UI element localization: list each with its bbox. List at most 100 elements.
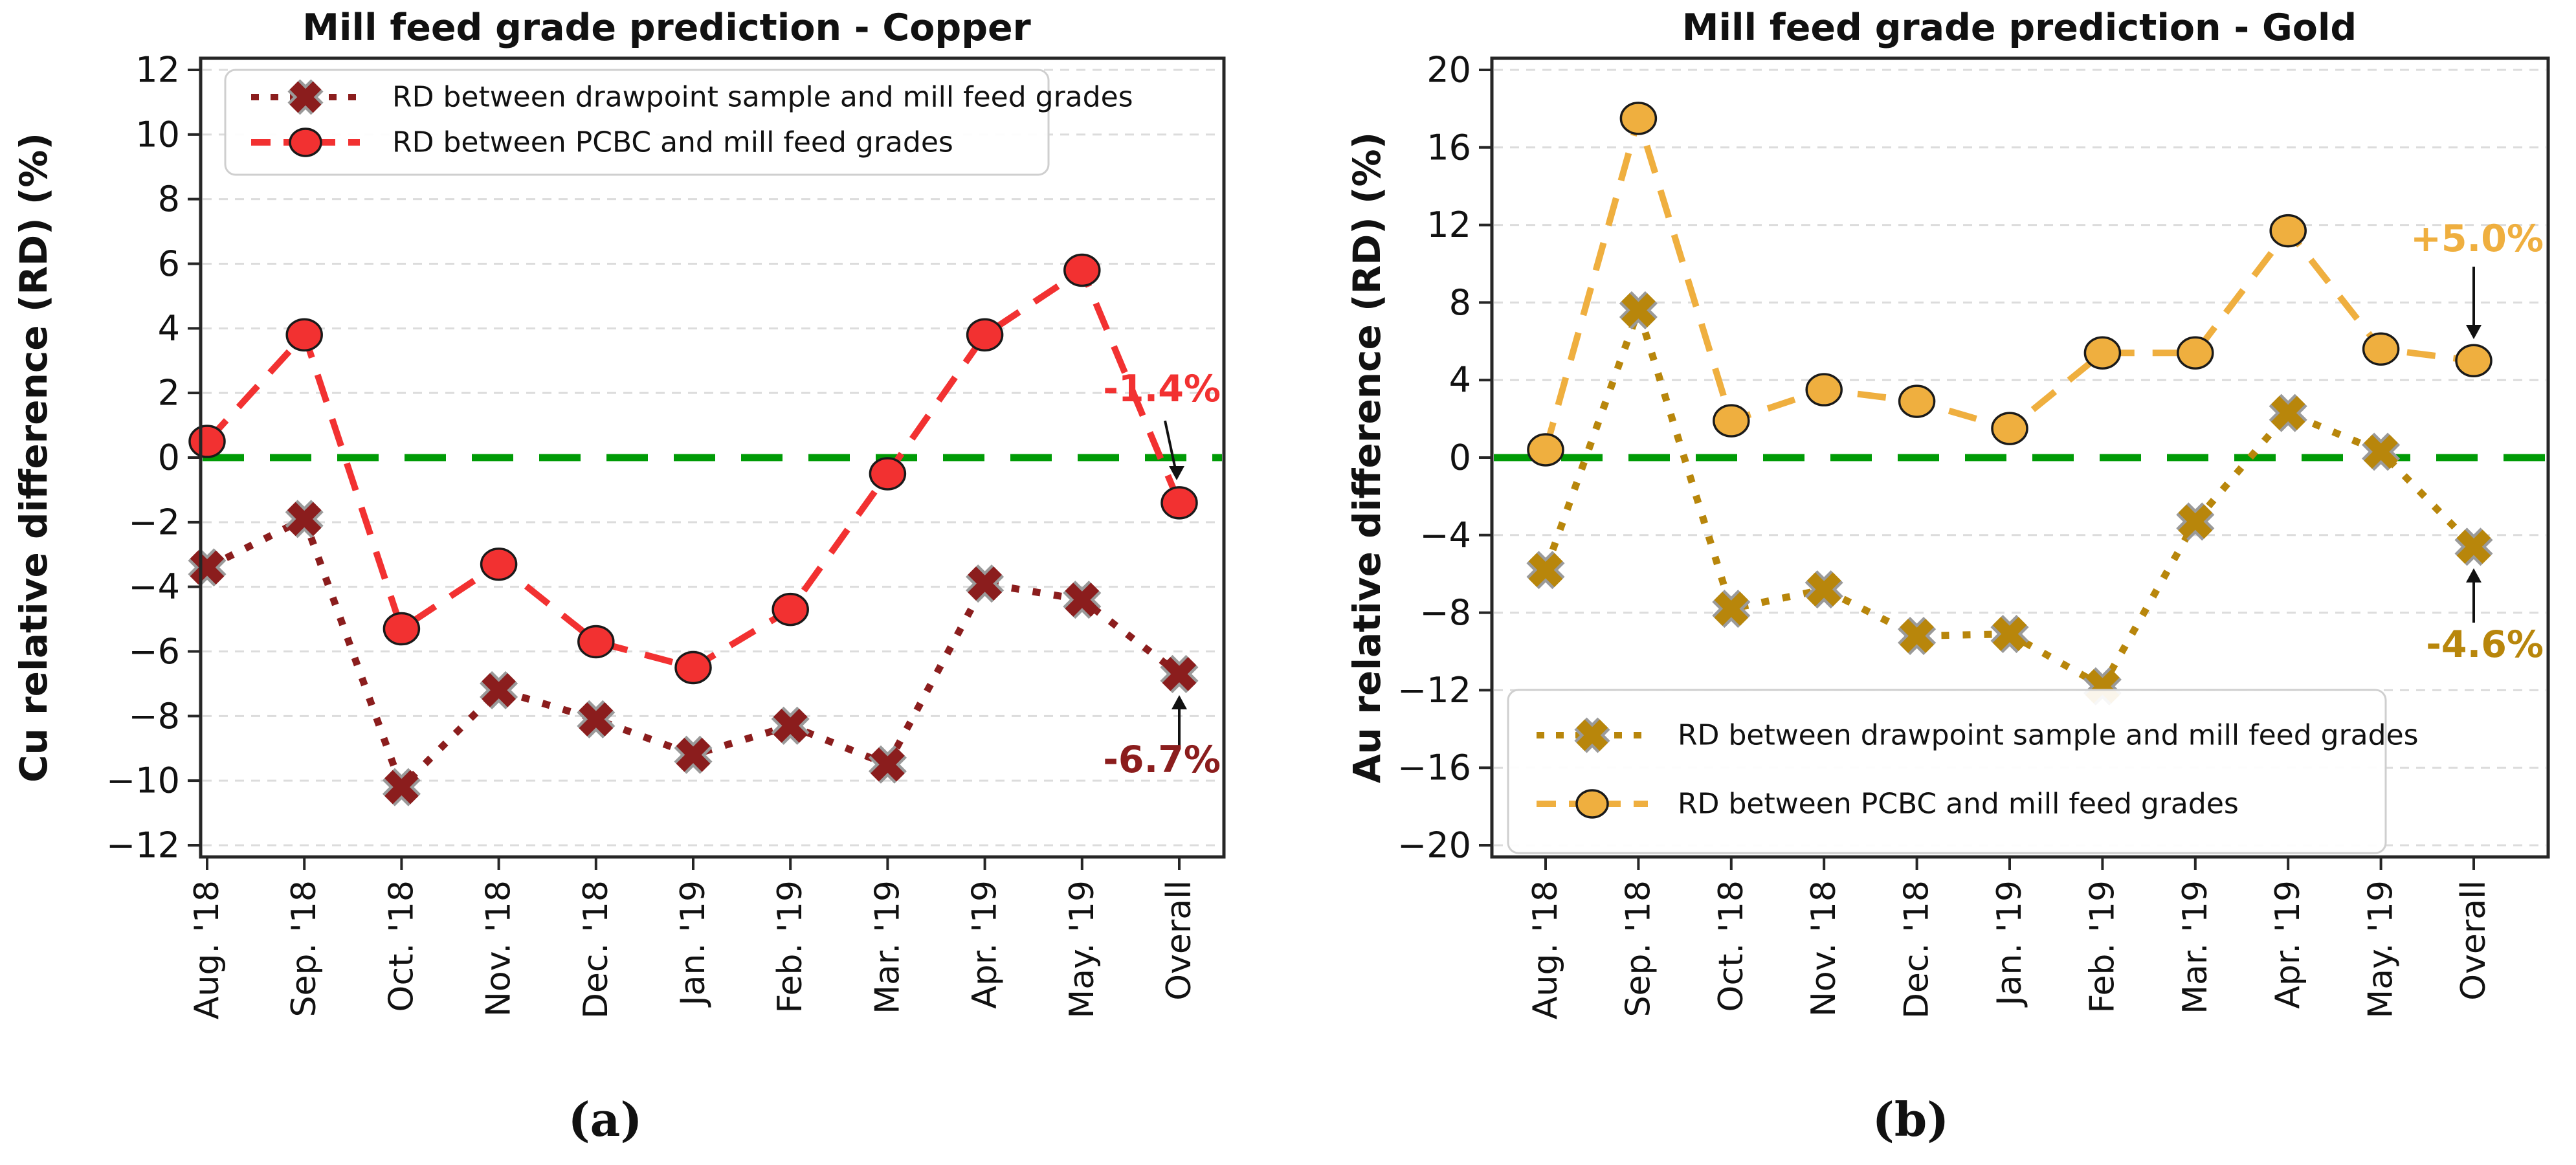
gold-x-tick-label: Mar. '19	[2176, 880, 2215, 1014]
copper-annotation-value-label: -6.7%	[1103, 738, 1221, 781]
gold-pcbc-marker	[2177, 336, 2214, 370]
gold-x-tick-label: Sep. '18	[1619, 880, 1658, 1017]
copper-pcbc-marker	[966, 318, 1004, 352]
copper-y-tick-label: 4	[158, 308, 180, 349]
gold-drawpoint-marker	[1621, 293, 1656, 327]
copper-pcbc-marker	[674, 650, 712, 685]
gold-y-tick-label: −16	[1397, 748, 1471, 788]
gold-y-tick-label: 16	[1427, 127, 1471, 168]
gold-y-tick-label: 4	[1449, 360, 1471, 401]
gold-x-tick-label: May. '19	[2362, 880, 2401, 1019]
gold-drawpoint-marker	[1806, 572, 1841, 607]
copper-legend-box	[224, 69, 1050, 176]
copper-y-tick-label: 0	[158, 438, 180, 478]
copper-y-axis-label: Cu relative difference (RD) (%)	[12, 133, 56, 782]
gold-pcbc-marker	[1527, 433, 1564, 467]
gold-pcbc-marker	[1805, 373, 1843, 406]
copper-pcbc-line	[205, 267, 1183, 671]
gold-y-tick-label: 0	[1449, 438, 1471, 478]
copper-y-tick-label: −12	[106, 825, 180, 866]
copper-drawpoint-marker	[190, 550, 225, 585]
copper-annotation-arrow-line	[1164, 420, 1177, 469]
copper-drawpoint-marker	[482, 673, 516, 707]
gold-annotation-value-label: -4.6%	[2426, 623, 2544, 666]
gold-y-tick-label: 8	[1449, 282, 1471, 323]
gold-x-axis: Aug. '18 Sep. '18 Oct. '18 Nov. '18 Dec. '18…	[1526, 857, 2493, 1019]
gold-annotation-pcbc: +5.0%	[2410, 217, 2544, 339]
gold-y-tick-label: 12	[1427, 205, 1471, 245]
gold-y-tick-label: −12	[1397, 670, 1471, 711]
gold-pcbc-marker	[2083, 336, 2122, 370]
gold-drawpoint-marker	[1992, 617, 2027, 651]
gold-pcbc-marker	[1619, 102, 1658, 135]
gold-drawpoint-marker	[1528, 553, 1563, 588]
copper-y-tick-label: −10	[106, 760, 180, 801]
gold-pcbc-marker	[2455, 344, 2493, 377]
gold-y-axis: 20 16 12 8 4 0 −4 −8 −12 −16 −20	[1397, 50, 1492, 866]
copper-drawpoint-marker	[773, 708, 808, 743]
copper-pcbc-markers	[188, 253, 1198, 685]
gold-x-tick-label: Jan. '19	[1990, 880, 2029, 1008]
copper-annotation-pcbc: -1.4%	[1103, 368, 1221, 480]
copper-drawpoint-marker	[579, 702, 614, 737]
copper-pcbc-marker	[285, 318, 323, 352]
copper-x-tick-label: May. '19	[1063, 880, 1102, 1019]
copper-y-tick-label: −6	[128, 631, 180, 672]
copper-y-tick-label: 12	[135, 50, 180, 91]
copper-annotation-value-label: -1.4%	[1103, 368, 1221, 410]
gold-pcbc-marker	[1991, 412, 2028, 445]
gold-x-tick-label: Oct. '18	[1712, 880, 1751, 1012]
copper-annotation-arrowhead	[1169, 466, 1184, 480]
copper-legend-drawpoint-label: RD between drawpoint sample and mill fee…	[392, 81, 1133, 114]
copper-x-tick-label: Jan. '19	[674, 880, 713, 1008]
gold-pcbc-markers	[1527, 102, 2493, 467]
copper-drawpoint-markers	[188, 500, 1199, 806]
gold-annotation-value-label: +5.0%	[2410, 217, 2544, 260]
copper-drawpoint-marker	[384, 770, 419, 804]
copper-y-tick-label: −4	[128, 566, 180, 607]
copper-drawpoint-marker	[968, 566, 1002, 601]
gold-subfigure-caption: (b)	[1872, 1092, 1949, 1147]
gold-legend-drawpoint-label: RD between drawpoint sample and mill fee…	[1678, 719, 2419, 752]
copper-drawpoint-marker	[1065, 582, 1100, 617]
copper-pcbc-marker	[577, 625, 615, 659]
gold-pcbc-marker	[1898, 384, 1936, 418]
copper-drawpoint-marker	[287, 502, 322, 537]
copper-x-tick-label: Mar. '19	[868, 880, 907, 1014]
gold-x-tick-label: Dec. '18	[1898, 880, 1937, 1019]
gold-annotation-arrowhead	[2466, 325, 2482, 339]
gold-annotation-drawpoint: -4.6%	[2426, 568, 2544, 666]
gold-drawpoint-marker	[1714, 592, 1749, 626]
gold-x-tick-label: Nov. '18	[1804, 880, 1843, 1017]
copper-pcbc-marker	[1063, 253, 1101, 287]
copper-pcbc-marker	[1160, 486, 1198, 520]
copper-pcbc-marker	[188, 425, 226, 458]
copper-annotation-drawpoint: -6.7%	[1103, 695, 1221, 781]
gold-y-axis-label: Au relative difference (RD) (%)	[1345, 132, 1389, 783]
gold-drawpoint-marker	[2364, 434, 2398, 469]
copper-x-tick-label: Apr. '19	[966, 880, 1005, 1009]
gold-y-tick-label: 20	[1427, 50, 1471, 91]
copper-x-tick-label: Sep. '18	[285, 880, 324, 1017]
gold-drawpoint-marker	[2456, 529, 2491, 564]
gold-pcbc-marker	[1713, 404, 1750, 438]
copper-legend-pcbc-marker	[289, 128, 322, 157]
gold-chart-title: Mill feed grade prediction - Gold	[1682, 6, 2357, 49]
gold-x-tick-label: Feb. '19	[2083, 880, 2122, 1014]
copper-drawpoint-marker	[871, 747, 905, 782]
copper-y-axis: 12 10 8 6 4 2 0 −2 −4 −6 −8 −10 −12	[106, 50, 201, 866]
gold-y-tick-label: −8	[1419, 592, 1471, 633]
gold-pcbc-marker	[2362, 332, 2400, 366]
copper-y-tick-label: 6	[158, 243, 180, 284]
copper-drawpoint-line	[205, 515, 1182, 791]
gold-chart-panel: 20 16 12 8 4 0 −4 −8 −12 −16 −20 Aug. '18 Sep. '18 Oc…	[1345, 6, 2550, 1147]
copper-chart-title: Mill feed grade prediction - Copper	[302, 6, 1031, 49]
gold-x-tick-label: Overall	[2454, 880, 2493, 1001]
copper-x-axis: Aug. '18 Sep. '18 Oct. '18 Nov. '18 Dec. '18…	[188, 857, 1199, 1019]
copper-pcbc-marker	[480, 547, 518, 581]
copper-y-tick-label: 8	[158, 179, 180, 219]
copper-drawpoint-marker	[676, 737, 711, 772]
